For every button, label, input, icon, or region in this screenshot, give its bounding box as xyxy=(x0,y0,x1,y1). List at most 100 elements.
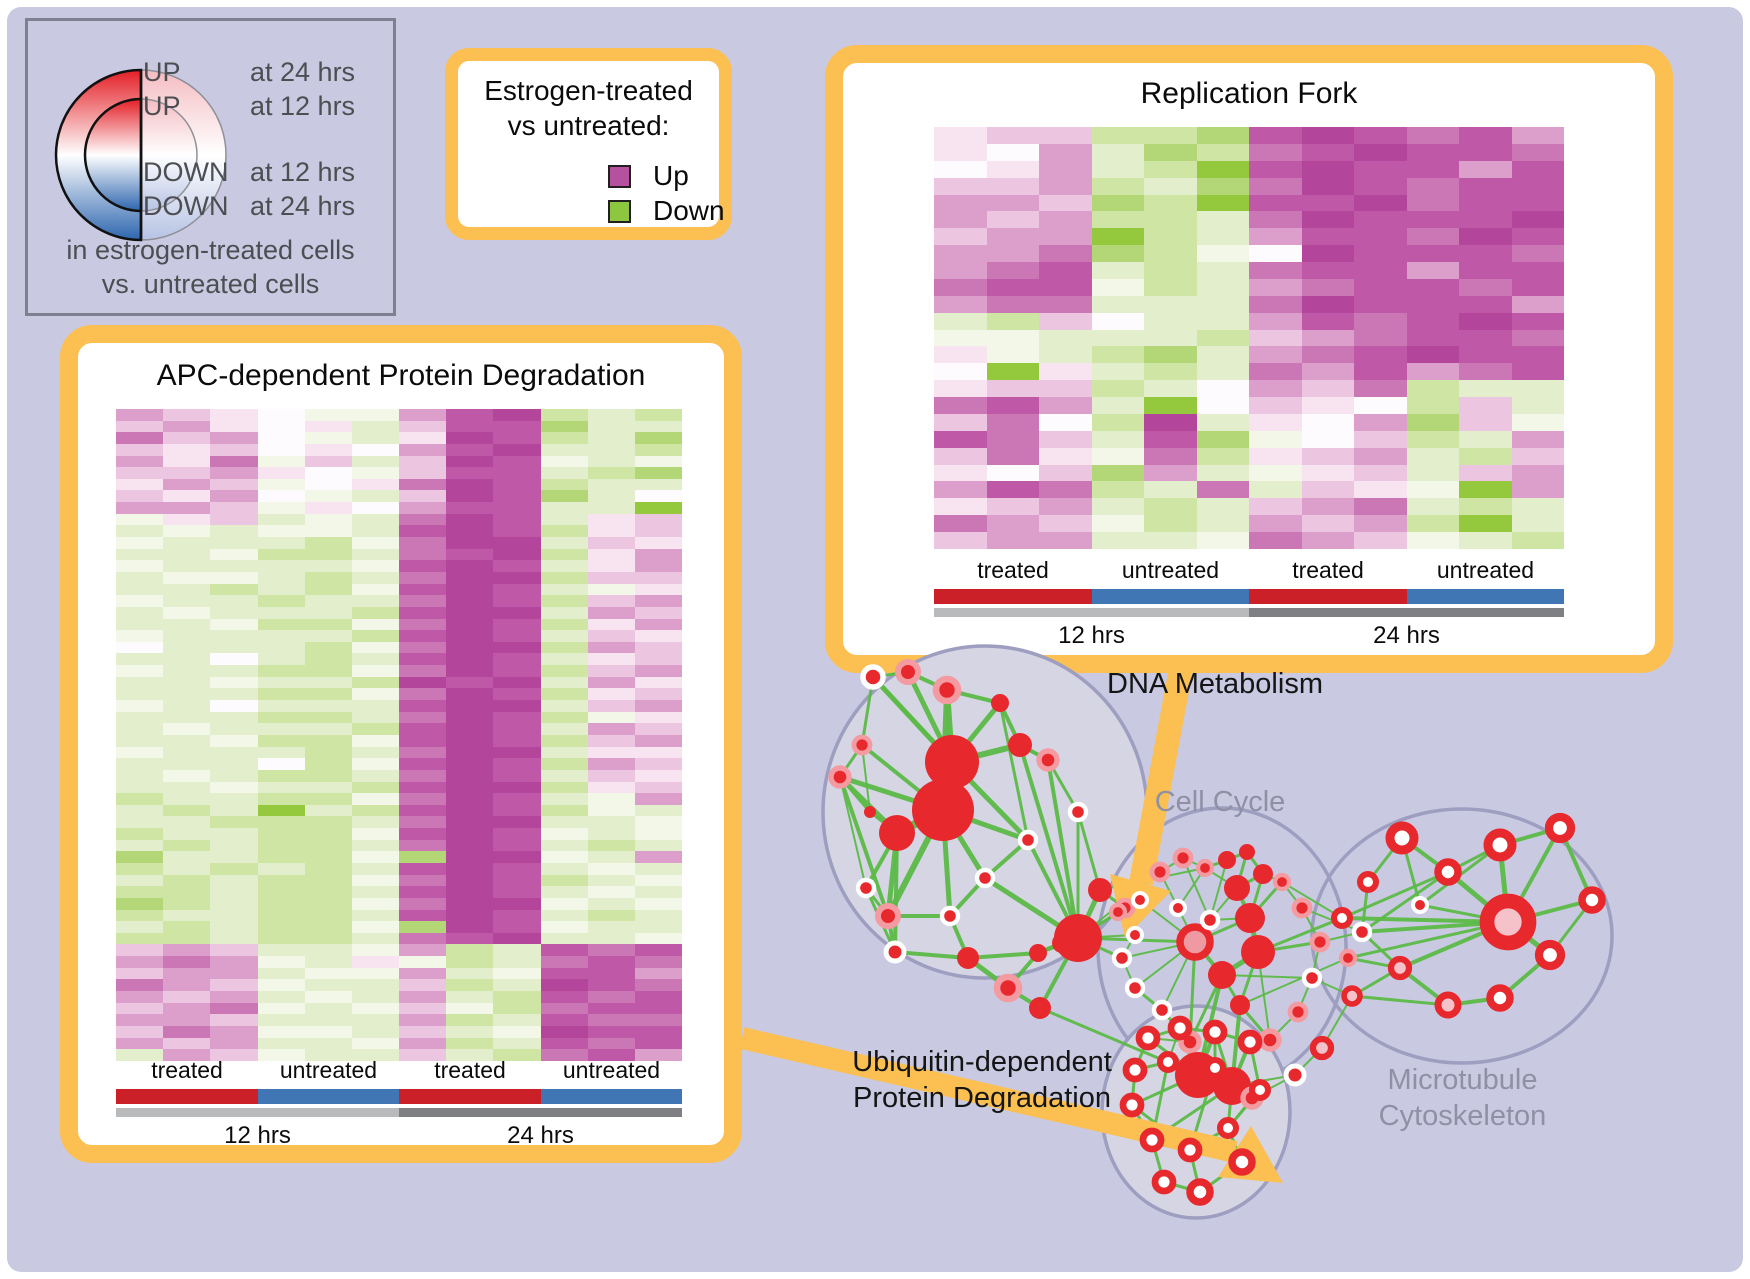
heatmap-row xyxy=(116,851,683,863)
gene-set-node xyxy=(1241,935,1275,969)
apc-panel: APC-dependent Protein Degradation treate… xyxy=(60,325,742,1163)
gene-set-node xyxy=(1239,844,1255,860)
heatmap-row xyxy=(116,921,683,933)
legend-word-up-24: UP xyxy=(143,57,181,87)
gene-set-node xyxy=(1479,893,1537,951)
heatmap-row xyxy=(116,967,683,980)
heatmap-row xyxy=(116,944,683,957)
gene-set-node xyxy=(1230,995,1250,1015)
gene-set-node xyxy=(932,675,962,705)
heatmap-row xyxy=(934,278,1564,296)
heatmap-row xyxy=(116,758,683,770)
gene-set-node xyxy=(1119,1092,1145,1118)
legend-time-12: at 12 hrs xyxy=(250,91,356,121)
network-edge xyxy=(861,744,871,813)
rf-group-untreated-12: untreated xyxy=(1121,557,1220,583)
network-edge xyxy=(1182,857,1211,921)
rf-untreated-bar-2 xyxy=(1407,589,1564,604)
gene-set-node xyxy=(1228,1148,1256,1176)
heatmap-row xyxy=(934,312,1564,330)
gene-set-node xyxy=(912,779,974,841)
rf-group-treated-12: treated xyxy=(977,557,1049,583)
heatmap-row xyxy=(116,793,683,805)
gene-set-node xyxy=(1131,891,1149,909)
heatmap-row xyxy=(116,746,683,759)
gene-set-node xyxy=(1338,948,1358,968)
gene-set-node xyxy=(855,877,877,899)
estrogen-legend-panel: Estrogen-treated vs untreated: Up Down xyxy=(445,48,732,240)
cluster-label-microtubule-cytoskeleton: Microtubule Cytoskeleton xyxy=(1378,1064,1547,1132)
cluster-label-cell-cycle: Cell Cycle xyxy=(1154,786,1286,818)
gene-set-node xyxy=(1139,1127,1165,1153)
gene-set-node xyxy=(1176,923,1214,961)
gene-set-node xyxy=(1486,984,1514,1012)
gene-set-node xyxy=(1151,999,1173,1021)
heatmap-row xyxy=(934,481,1564,499)
heatmap-row xyxy=(116,653,683,666)
gene-set-node xyxy=(860,664,886,690)
rf-heatmap xyxy=(934,127,1564,549)
gene-set-node xyxy=(1411,896,1429,914)
gene-set-node xyxy=(1111,947,1133,969)
heatmap-row xyxy=(116,909,683,922)
gene-set-node xyxy=(1177,1137,1203,1163)
gene-set-node xyxy=(1199,909,1221,931)
gene-set-node xyxy=(1357,871,1379,893)
heatmap-row xyxy=(116,409,683,421)
heatmap-row xyxy=(116,932,683,945)
gene-set-node xyxy=(1122,1057,1148,1083)
apc-untreated-bar-1 xyxy=(258,1089,399,1104)
gene-set-node xyxy=(1287,1001,1309,1023)
heatmap-row xyxy=(116,630,683,642)
heatmap-row xyxy=(116,571,683,584)
gene-set-node xyxy=(1167,1015,1193,1041)
heatmap-row xyxy=(116,455,683,468)
heatmap-row xyxy=(934,464,1564,482)
apc-group-untreated-24: untreated xyxy=(562,1057,661,1083)
gene-set-node xyxy=(1283,1063,1307,1087)
heatmap-row xyxy=(116,828,683,840)
network-edge xyxy=(1281,881,1343,919)
network-edge xyxy=(1018,744,1080,939)
gene-set-node xyxy=(879,815,915,851)
heatmap-row xyxy=(116,979,683,992)
network-edge xyxy=(998,702,1030,841)
legend-time-down-24: at 24 hrs xyxy=(250,191,356,221)
gene-set-node xyxy=(1008,733,1032,757)
heatmap-row xyxy=(116,700,683,712)
heatmap-row xyxy=(934,262,1564,279)
heatmap-row xyxy=(934,413,1564,431)
gene-set-node xyxy=(1217,1117,1239,1139)
heatmap-row xyxy=(934,380,1564,397)
legend-item-down: Down xyxy=(608,195,725,226)
heatmap-row xyxy=(116,537,683,549)
heatmap-row xyxy=(116,478,683,491)
apc-12hrs-label: 12 hrs xyxy=(224,1122,291,1149)
heatmap-row xyxy=(116,769,683,782)
gene-set-node xyxy=(1186,1178,1214,1206)
heatmap-row xyxy=(116,816,683,829)
heatmap-row xyxy=(934,447,1564,465)
apc-treated-bar-1 xyxy=(116,1089,258,1104)
rf-24hrs-label: 24 hrs xyxy=(1373,622,1440,649)
apc-group-treated-12: treated xyxy=(151,1057,223,1083)
rf-group-untreated-24: untreated xyxy=(1436,557,1535,583)
gene-set-node xyxy=(974,867,996,889)
gene-set-node xyxy=(1544,812,1576,844)
cluster-label-dna-metabolism: DNA Metabolism xyxy=(1107,668,1323,700)
heatmap-row xyxy=(116,490,683,503)
network-edge xyxy=(1351,994,1449,1007)
rf-24hr-bar xyxy=(1249,608,1564,617)
gene-set-node xyxy=(1434,858,1462,886)
gene-set-node xyxy=(1149,861,1171,883)
gene-set-node xyxy=(1331,907,1353,929)
legend-word-down-12: DOWN xyxy=(143,157,229,187)
heatmap-row xyxy=(116,432,683,444)
up-label: Up xyxy=(653,160,689,191)
apc-group-treated-24: treated xyxy=(434,1057,506,1083)
up-swatch-icon xyxy=(608,164,631,188)
updown-gradient-circles-icon xyxy=(54,68,227,242)
gene-set-node xyxy=(1301,967,1323,989)
heatmap-row xyxy=(934,346,1564,364)
